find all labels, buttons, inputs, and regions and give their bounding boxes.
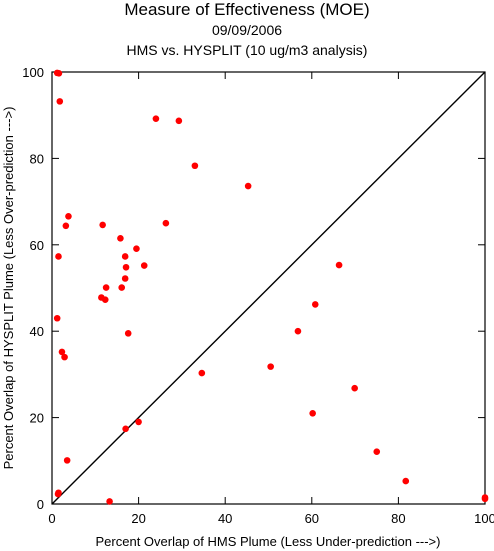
- data-point: [373, 448, 381, 456]
- data-point: [140, 262, 148, 269]
- data-point: [121, 253, 129, 260]
- x-tick-label: 60: [305, 511, 319, 526]
- x-tick-label: 80: [391, 511, 405, 526]
- data-point: [267, 363, 274, 370]
- chart-title: Measure of Effectiveness (MOE): [124, 0, 370, 19]
- data-point: [122, 425, 129, 433]
- data-point: [162, 219, 170, 227]
- data-point: [55, 253, 62, 260]
- data-point: [62, 222, 70, 230]
- data-points: [53, 69, 489, 505]
- data-point: [481, 495, 489, 503]
- x-tick-labels: 0 20 40 60 80 100: [48, 511, 494, 526]
- data-point: [65, 212, 72, 220]
- data-point: [58, 348, 66, 356]
- data-point: [63, 457, 71, 464]
- data-point: [402, 477, 410, 485]
- y-tick-label: 100: [22, 65, 44, 80]
- y-tick-labels: 0 20 40 60 80 100: [22, 65, 44, 512]
- data-point: [351, 384, 358, 392]
- data-point: [244, 182, 252, 190]
- data-point: [133, 245, 140, 252]
- data-point: [56, 98, 64, 105]
- y-tick-label: 40: [30, 324, 44, 339]
- data-point: [106, 498, 113, 505]
- data-point: [175, 117, 183, 125]
- one-to-one-line: [51, 71, 486, 505]
- y-tick-label: 60: [30, 238, 44, 253]
- data-point: [191, 162, 199, 170]
- x-tick-label: 0: [48, 511, 55, 526]
- data-point: [152, 115, 160, 122]
- data-point: [124, 330, 132, 337]
- x-tick-label: 100: [474, 511, 494, 526]
- y-tick-label: 20: [30, 411, 44, 426]
- data-point: [55, 69, 63, 77]
- data-point: [101, 296, 109, 303]
- data-point: [311, 301, 319, 308]
- plot-frame: [51, 71, 486, 505]
- x-axis-label: Percent Overlap of HMS Plume (Less Under…: [96, 534, 441, 549]
- y-tick-label: 80: [30, 151, 44, 166]
- data-point: [122, 263, 130, 271]
- data-point: [117, 235, 124, 242]
- x-tick-label: 40: [218, 511, 232, 526]
- data-point: [198, 369, 206, 377]
- data-point: [135, 418, 142, 426]
- y-axis-label: Percent Overlap of HYSPLIT Plume (Less O…: [1, 107, 16, 470]
- y-tick-label: 0: [37, 497, 44, 512]
- chart-subtitle: HMS vs. HYSPLIT (10 ug/m3 analysis): [126, 42, 368, 58]
- data-point: [54, 490, 62, 498]
- data-point: [335, 261, 343, 269]
- data-point: [294, 327, 302, 335]
- data-point: [53, 314, 61, 322]
- data-point: [309, 409, 316, 417]
- data-point: [121, 275, 129, 282]
- data-point: [102, 284, 110, 291]
- data-point: [61, 353, 68, 361]
- chart-date: 09/09/2006: [211, 22, 283, 38]
- x-tick-label: 20: [131, 511, 145, 526]
- data-point: [118, 284, 126, 291]
- data-point: [99, 221, 106, 229]
